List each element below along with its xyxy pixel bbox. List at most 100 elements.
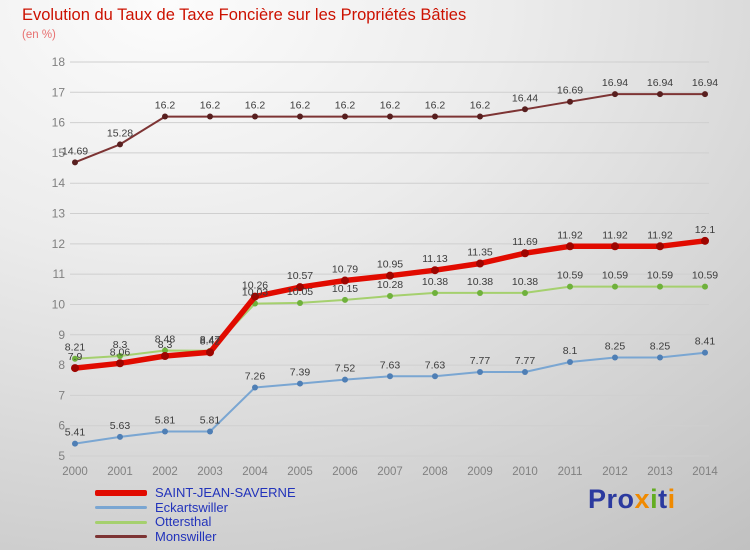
svg-text:11: 11 xyxy=(53,267,66,281)
svg-text:10.28: 10.28 xyxy=(377,279,403,291)
svg-text:8.42: 8.42 xyxy=(200,335,221,347)
svg-text:2004: 2004 xyxy=(242,466,268,478)
svg-text:16.69: 16.69 xyxy=(557,85,583,97)
svg-text:10.59: 10.59 xyxy=(602,270,628,282)
svg-text:16.2: 16.2 xyxy=(245,100,266,112)
svg-text:2008: 2008 xyxy=(422,466,448,478)
svg-text:7.63: 7.63 xyxy=(380,359,401,371)
legend-label: SAINT-JEAN-SAVERNE xyxy=(155,485,296,501)
svg-text:8.48: 8.48 xyxy=(155,334,176,346)
logo-letter: r xyxy=(606,484,618,514)
svg-text:9: 9 xyxy=(58,328,65,342)
svg-text:10.38: 10.38 xyxy=(512,276,538,288)
svg-text:10.03: 10.03 xyxy=(242,287,268,299)
svg-text:11.13: 11.13 xyxy=(422,253,448,265)
svg-text:2014: 2014 xyxy=(692,466,718,478)
chart-title: Evolution du Taux de Taxe Foncière sur l… xyxy=(22,6,467,24)
svg-text:7.26: 7.26 xyxy=(245,371,266,383)
svg-text:18: 18 xyxy=(52,55,66,69)
svg-text:5.81: 5.81 xyxy=(155,414,176,426)
svg-text:7.9: 7.9 xyxy=(68,351,83,363)
svg-text:11.35: 11.35 xyxy=(467,247,493,259)
svg-text:5.81: 5.81 xyxy=(200,414,221,426)
svg-text:2001: 2001 xyxy=(107,466,133,478)
svg-text:10.59: 10.59 xyxy=(557,270,583,282)
svg-text:16.2: 16.2 xyxy=(200,100,221,112)
legend-label: Monswiller xyxy=(155,528,217,544)
svg-text:16.2: 16.2 xyxy=(290,100,311,112)
legend-item: Eckartswiller xyxy=(95,499,296,516)
svg-text:10.59: 10.59 xyxy=(692,270,718,282)
legend-item: SAINT-JEAN-SAVERNE xyxy=(95,486,296,501)
svg-text:11.92: 11.92 xyxy=(602,229,628,241)
svg-text:10.38: 10.38 xyxy=(422,276,448,288)
svg-text:16.2: 16.2 xyxy=(425,100,446,112)
chart-subtitle: (en %) xyxy=(22,29,56,41)
svg-text:14.69: 14.69 xyxy=(62,145,88,157)
svg-text:8.06: 8.06 xyxy=(110,346,131,358)
svg-text:16.94: 16.94 xyxy=(602,77,628,89)
svg-text:7.77: 7.77 xyxy=(515,355,536,367)
series-Monswiller xyxy=(72,91,708,166)
svg-text:11.92: 11.92 xyxy=(557,229,583,241)
series-SAINT-JEAN-SAVERNE xyxy=(71,236,709,373)
svg-text:5.63: 5.63 xyxy=(110,420,131,432)
logo-letter: i xyxy=(650,484,659,514)
svg-text:16.2: 16.2 xyxy=(335,100,356,112)
svg-text:8.3: 8.3 xyxy=(113,339,128,351)
series-labels-Eckartswiller: 5.41 5.63 5.81 5.81 7.26 7.39 7.52 7.63 7.63 7.77… xyxy=(65,336,716,439)
svg-text:8.21: 8.21 xyxy=(65,342,86,354)
svg-text:10: 10 xyxy=(52,297,66,311)
svg-text:17: 17 xyxy=(52,85,66,99)
svg-text:8.1: 8.1 xyxy=(563,345,578,357)
legend-line-sample-monswiller xyxy=(95,535,147,539)
proxiti-logo: Proxiti xyxy=(588,484,676,515)
legend-item: Ottersthal xyxy=(95,515,296,530)
svg-text:8.41: 8.41 xyxy=(695,336,716,348)
svg-text:2006: 2006 xyxy=(332,466,358,478)
svg-text:5: 5 xyxy=(58,449,65,463)
svg-text:8: 8 xyxy=(58,358,65,372)
legend-item: Monswiller xyxy=(95,528,296,545)
legend: SAINT-JEAN-SAVERNE Eckartswiller Otterst… xyxy=(95,486,296,544)
svg-text:8.25: 8.25 xyxy=(605,341,626,353)
svg-text:5.41: 5.41 xyxy=(65,427,86,439)
svg-text:8.47: 8.47 xyxy=(200,334,221,346)
svg-text:12.1: 12.1 xyxy=(695,224,716,236)
svg-text:10.79: 10.79 xyxy=(332,264,358,276)
svg-text:8.25: 8.25 xyxy=(650,341,671,353)
svg-text:2010: 2010 xyxy=(512,466,538,478)
svg-text:10.05: 10.05 xyxy=(287,286,313,298)
logo-letter: o xyxy=(617,484,635,514)
legend-label: Eckartswiller xyxy=(155,499,228,515)
svg-text:7.39: 7.39 xyxy=(290,367,311,379)
svg-text:2011: 2011 xyxy=(558,466,583,478)
svg-text:10.95: 10.95 xyxy=(377,259,403,271)
svg-text:14: 14 xyxy=(52,176,66,190)
svg-text:10.15: 10.15 xyxy=(332,283,358,295)
svg-text:10.57: 10.57 xyxy=(287,270,313,282)
svg-text:7: 7 xyxy=(58,388,65,402)
series-Eckartswiller xyxy=(72,349,708,447)
svg-text:11.69: 11.69 xyxy=(512,236,538,248)
series-labels-SAINT-JEAN-SAVERNE: 7.9 8.068.3 8.42 10.26 10.57 10.79 10.95 11.13 1… xyxy=(68,224,716,363)
svg-text:16: 16 xyxy=(52,116,66,130)
svg-text:2012: 2012 xyxy=(602,466,628,478)
svg-text:10.26: 10.26 xyxy=(242,280,268,292)
svg-text:2002: 2002 xyxy=(152,466,178,478)
series-Ottersthal xyxy=(72,283,708,362)
x-axis-labels: 2000 2001 2002 2003 2004 2005 2006 2007 2008 2009… xyxy=(62,466,718,478)
logo-letter: P xyxy=(588,484,607,514)
svg-text:2013: 2013 xyxy=(647,466,673,478)
gridlines: 5 6 7 8 9 10 11 12 13 14 15 16 17 18 xyxy=(52,55,709,463)
svg-text:16.94: 16.94 xyxy=(647,77,673,89)
series-labels-Ottersthal: 8.21 8.3 8.48 8.47 10.03 10.05 10.15 10.28 10.38… xyxy=(65,270,719,354)
svg-text:2000: 2000 xyxy=(62,466,88,478)
svg-text:2007: 2007 xyxy=(377,466,403,478)
svg-text:16.2: 16.2 xyxy=(380,100,401,112)
svg-text:7.63: 7.63 xyxy=(425,359,446,371)
svg-text:13: 13 xyxy=(52,207,66,221)
logo-letter: t xyxy=(658,484,668,514)
legend-line-sample-ottersthal xyxy=(95,520,147,524)
svg-text:2009: 2009 xyxy=(467,466,493,478)
